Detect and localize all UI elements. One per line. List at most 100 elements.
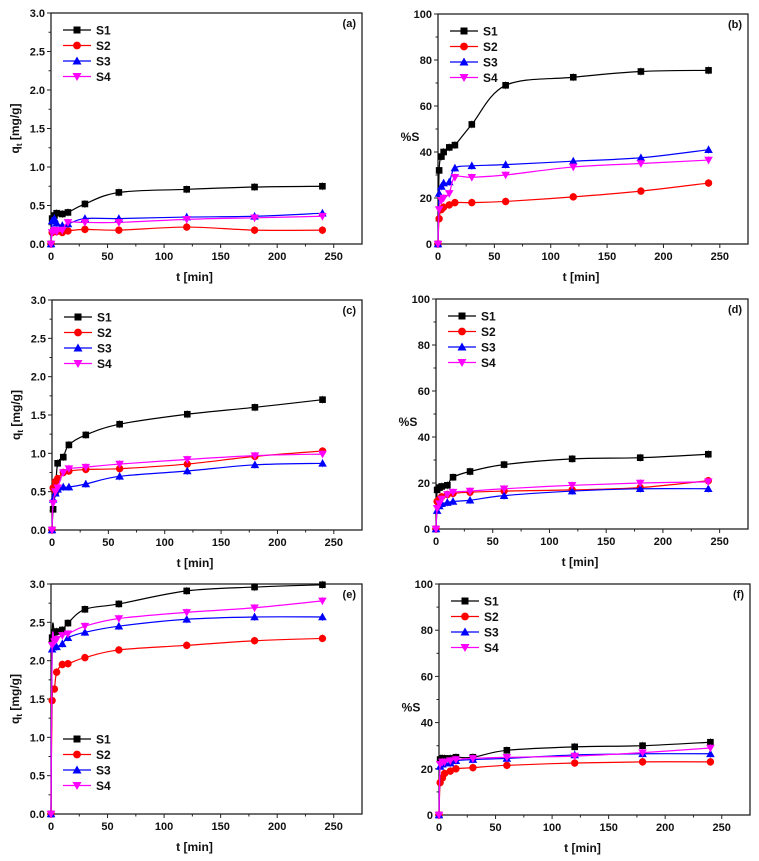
x-tick-label: 150: [597, 536, 615, 548]
y-tick-label: 40: [421, 718, 433, 730]
series-line: [437, 182, 709, 245]
marker-square: [116, 420, 123, 428]
marker-square: [53, 209, 60, 217]
legend-item: S2: [64, 326, 112, 340]
y-tick-label: 0.0: [30, 239, 45, 251]
y-axis-label: %S: [399, 415, 418, 429]
y-tick-label: 1.0: [31, 448, 46, 460]
marker-triangle-down: [443, 491, 452, 499]
marker-square: [59, 453, 67, 461]
marker-triangle-down: [570, 752, 580, 761]
marker-circle: [468, 198, 476, 207]
y-tick-label: 0.0: [30, 809, 45, 821]
marker-circle: [74, 328, 82, 337]
marker-square: [468, 121, 476, 128]
marker-triangle-down: [114, 219, 124, 227]
marker-circle: [318, 634, 327, 643]
marker-square: [319, 581, 326, 589]
y-tick-label: 3.0: [30, 8, 45, 20]
legend-label: S2: [96, 39, 111, 53]
legend-item: S3: [451, 626, 499, 640]
marker-triangle-down: [58, 469, 68, 477]
marker-circle: [115, 646, 123, 654]
legend-label: S1: [97, 311, 112, 325]
marker-circle: [446, 767, 455, 775]
legend-label: S4: [481, 356, 496, 370]
legend-item: S3: [450, 56, 498, 70]
x-axis-label: t [min]: [564, 841, 601, 855]
y-tick-label: 2.0: [30, 656, 45, 668]
series-S2: [434, 179, 713, 248]
y-tick-label: 20: [418, 478, 430, 490]
y-tick-label: 2.0: [30, 85, 45, 97]
marker-circle: [81, 653, 89, 662]
legend-label: S1: [481, 310, 496, 324]
legend-item: S3: [64, 342, 112, 356]
legend-label: S3: [484, 626, 499, 640]
y-axis-label-unit: [mg/g]: [8, 674, 22, 714]
marker-triangle-down: [704, 156, 713, 165]
marker-triangle-up: [568, 156, 578, 165]
legend-item: S1: [450, 25, 498, 39]
marker-circle: [183, 641, 191, 650]
legend-item: S4: [63, 779, 111, 793]
x-tick-label: 0: [49, 537, 55, 549]
series-line: [50, 637, 323, 815]
y-tick-label: 1.5: [30, 124, 45, 136]
marker-triangle-down: [434, 206, 444, 214]
marker-triangle-down: [568, 163, 578, 172]
x-tick-label: 150: [598, 251, 616, 263]
marker-square: [705, 67, 712, 74]
marker-triangle-down: [467, 174, 477, 182]
legend-item: S1: [63, 733, 111, 747]
marker-triangle-down: [46, 810, 56, 819]
marker-triangle-down: [53, 484, 62, 493]
marker-square: [251, 583, 258, 591]
marker-circle: [58, 660, 67, 669]
y-tick-label: 60: [421, 671, 433, 683]
y-tick-label: 20: [421, 764, 433, 776]
marker-triangle-down: [182, 609, 192, 617]
x-tick-label: 250: [713, 822, 731, 834]
marker-triangle-up: [467, 161, 477, 170]
marker-square: [115, 600, 123, 608]
marker-circle: [440, 769, 449, 778]
marker-triangle-up: [450, 163, 460, 172]
marker-triangle-down: [457, 359, 467, 367]
marker-circle: [115, 464, 124, 473]
y-tick-label: 3.0: [31, 295, 46, 307]
marker-triangle-down: [451, 756, 461, 764]
y-tick-label: 60: [418, 386, 430, 398]
legend-label: S4: [97, 357, 112, 371]
marker-square: [639, 742, 646, 749]
y-tick-label: 0: [426, 239, 432, 251]
marker-triangle-down: [52, 228, 61, 236]
marker-circle: [73, 750, 81, 759]
marker-square: [636, 454, 644, 461]
marker-circle: [52, 668, 61, 676]
legend-label: S1: [96, 733, 111, 747]
y-tick-label: 0: [424, 524, 430, 536]
legend-label: S4: [484, 641, 499, 655]
marker-square: [73, 26, 81, 34]
x-tick-label: 250: [711, 251, 729, 263]
marker-triangle-up: [567, 486, 577, 495]
marker-triangle-down: [72, 782, 82, 790]
x-axis-label: t [min]: [562, 555, 599, 569]
legend-label: S1: [483, 25, 498, 39]
x-tick-label: 100: [155, 821, 173, 833]
marker-triangle-down: [64, 465, 74, 473]
legend-item: S2: [63, 748, 111, 762]
legend-label: S4: [483, 71, 498, 85]
marker-triangle-down: [635, 479, 645, 488]
marker-square: [81, 606, 89, 613]
y-axis-label-unit: [mg/g]: [9, 390, 23, 430]
marker-square: [500, 461, 508, 468]
marker-triangle-down: [434, 811, 444, 820]
x-tick-label: 0: [436, 822, 442, 834]
marker-circle: [503, 761, 511, 770]
